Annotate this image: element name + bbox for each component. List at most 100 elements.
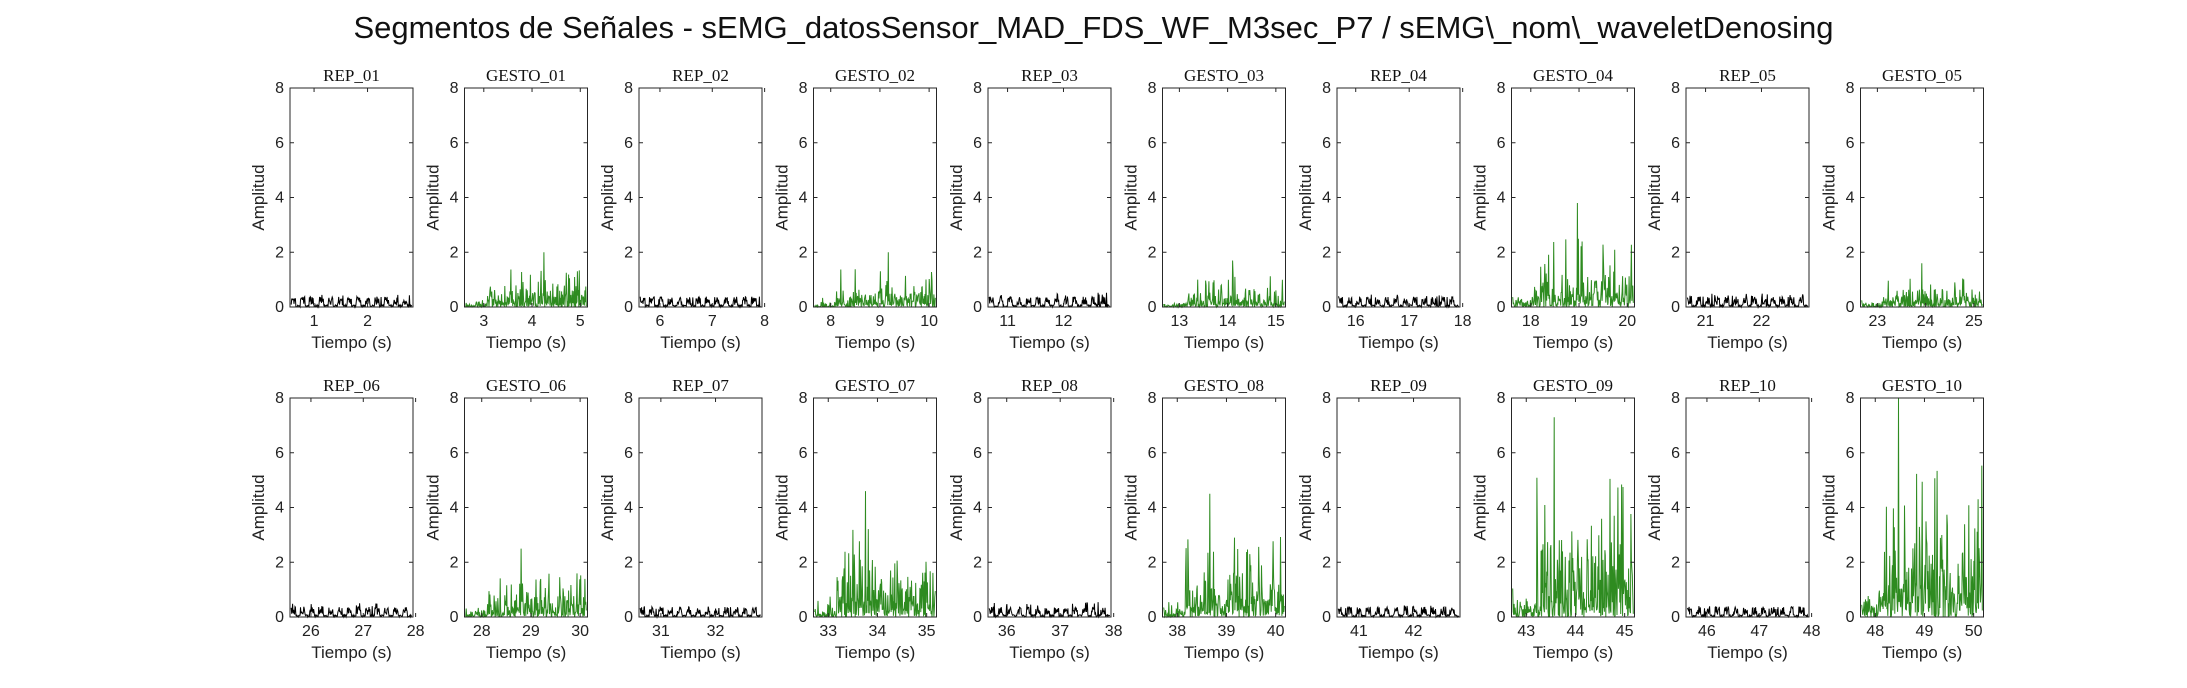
axes-box bbox=[638, 397, 763, 618]
x-tick-label: 35 bbox=[918, 623, 936, 640]
subplot-gesto-06: 0 2 4 6 8 28 29 30 GESTO_06 Tiempo (s) Amplitud bbox=[424, 376, 590, 662]
x-tick-label: 1 bbox=[310, 313, 319, 330]
y-axis-label: Amplitud bbox=[1820, 474, 1839, 540]
y-tick-label: 6 bbox=[973, 135, 982, 152]
y-tick-label: 4 bbox=[1846, 500, 1855, 517]
x-tick-label: 29 bbox=[522, 623, 540, 640]
subplot-rep-05: 0 2 4 6 8 21 22 REP_05 Tiempo (s) Amplitud bbox=[1645, 66, 1810, 352]
y-tick-label: 8 bbox=[799, 80, 808, 97]
axes-box bbox=[1511, 87, 1635, 308]
y-tick-label: 4 bbox=[799, 190, 808, 207]
y-tick-label: 8 bbox=[1322, 390, 1331, 407]
axes-box bbox=[813, 87, 937, 308]
axes-box bbox=[464, 397, 588, 618]
subplot-gesto-10: 0 2 4 6 8 48 49 50 GESTO_10 Tiempo (s) Amplitud bbox=[1820, 376, 1984, 662]
subplot-title: GESTO_09 bbox=[1533, 376, 1613, 395]
subplot-title: REP_07 bbox=[672, 376, 729, 395]
y-tick-label: 2 bbox=[624, 244, 633, 261]
y-tick-label: 8 bbox=[799, 390, 808, 407]
subplot-title: GESTO_08 bbox=[1184, 376, 1264, 395]
x-axis-label: Tiempo (s) bbox=[1184, 333, 1265, 352]
x-axis-label: Tiempo (s) bbox=[486, 333, 567, 352]
y-tick-label: 4 bbox=[1846, 190, 1855, 207]
y-tick-label: 6 bbox=[799, 445, 808, 462]
y-axis-label: Amplitud bbox=[1471, 474, 1490, 540]
y-tick-label: 6 bbox=[1671, 445, 1680, 462]
y-axis-label: Amplitud bbox=[424, 164, 443, 230]
y-tick-label: 0 bbox=[1497, 299, 1506, 316]
y-tick-label: 2 bbox=[1846, 244, 1855, 261]
y-tick-label: 2 bbox=[624, 554, 633, 571]
x-tick-label: 3 bbox=[479, 313, 488, 330]
axes-box bbox=[1162, 397, 1286, 618]
y-tick-label: 6 bbox=[1846, 135, 1855, 152]
subplot-rep-09: 0 2 4 6 8 41 42 REP_09 Tiempo (s) Amplitud bbox=[1296, 376, 1461, 662]
y-tick-label: 4 bbox=[973, 500, 982, 517]
y-tick-label: 2 bbox=[1148, 244, 1157, 261]
y-tick-label: 0 bbox=[1148, 299, 1157, 316]
x-tick-label: 33 bbox=[819, 623, 837, 640]
subplot-gesto-01: 0 2 4 6 8 3 4 5 GESTO_01 Tiempo (s) Amplitud bbox=[424, 66, 588, 352]
y-tick-label: 0 bbox=[799, 609, 808, 626]
y-tick-label: 6 bbox=[1497, 445, 1506, 462]
y-tick-label: 0 bbox=[275, 299, 284, 316]
signal-trace bbox=[465, 548, 587, 619]
subplot-gesto-09: 0 2 4 6 8 43 44 45 GESTO_09 Tiempo (s) Amplitud bbox=[1471, 376, 1635, 662]
subplot-rep-03: 0 2 4 6 8 11 12 REP_03 Tiempo (s) Amplitud bbox=[947, 66, 1112, 352]
y-tick-label: 0 bbox=[624, 299, 633, 316]
subplot-title: REP_08 bbox=[1021, 376, 1078, 395]
y-tick-label: 4 bbox=[450, 500, 459, 517]
y-tick-label: 6 bbox=[1322, 445, 1331, 462]
y-tick-label: 2 bbox=[1497, 244, 1506, 261]
subplot-rep-08: 0 2 4 6 8 36 37 38 REP_08 Tiempo (s) Amplitud bbox=[947, 376, 1123, 662]
axes-box bbox=[1336, 87, 1461, 308]
y-axis-label: Amplitud bbox=[1122, 164, 1141, 230]
signal-trace bbox=[1861, 397, 1983, 619]
y-tick-label: 0 bbox=[624, 609, 633, 626]
subplot-title: GESTO_01 bbox=[486, 66, 566, 85]
y-tick-label: 2 bbox=[1671, 554, 1680, 571]
y-tick-label: 8 bbox=[1497, 390, 1506, 407]
x-tick-label: 44 bbox=[1567, 623, 1585, 640]
signal-trace bbox=[290, 603, 412, 619]
y-axis-label: Amplitud bbox=[424, 474, 443, 540]
subplot-gesto-02: 0 2 4 6 8 8 9 10 GESTO_02 Tiempo (s) Amplitud bbox=[773, 66, 939, 352]
y-tick-label: 8 bbox=[624, 390, 633, 407]
signal-trace bbox=[639, 295, 761, 309]
axes-box bbox=[289, 397, 414, 618]
x-axis-label: Tiempo (s) bbox=[1707, 333, 1788, 352]
y-tick-label: 6 bbox=[1671, 135, 1680, 152]
x-tick-label: 47 bbox=[1750, 623, 1768, 640]
subplot-title: GESTO_05 bbox=[1882, 66, 1962, 85]
y-tick-label: 2 bbox=[1148, 554, 1157, 571]
y-tick-label: 6 bbox=[1497, 135, 1506, 152]
y-tick-label: 6 bbox=[275, 135, 284, 152]
x-axis-label: Tiempo (s) bbox=[311, 333, 392, 352]
x-axis-label: Tiempo (s) bbox=[1358, 643, 1439, 662]
y-axis-label: Amplitud bbox=[1296, 164, 1315, 230]
y-tick-label: 8 bbox=[275, 390, 284, 407]
signal-trace bbox=[465, 252, 587, 309]
x-tick-label: 20 bbox=[1618, 313, 1636, 330]
y-tick-label: 4 bbox=[1322, 190, 1331, 207]
x-tick-label: 18 bbox=[1454, 313, 1472, 330]
x-tick-label: 27 bbox=[354, 623, 372, 640]
x-tick-label: 12 bbox=[1055, 313, 1073, 330]
x-tick-label: 49 bbox=[1916, 623, 1934, 640]
x-tick-label: 43 bbox=[1517, 623, 1535, 640]
y-axis-label: Amplitud bbox=[1122, 474, 1141, 540]
axes-box bbox=[464, 87, 588, 308]
y-tick-label: 0 bbox=[1497, 609, 1506, 626]
x-tick-label: 17 bbox=[1400, 313, 1418, 330]
y-tick-label: 6 bbox=[275, 445, 284, 462]
x-tick-label: 50 bbox=[1965, 623, 1983, 640]
x-tick-label: 11 bbox=[999, 313, 1016, 330]
x-tick-label: 8 bbox=[760, 313, 769, 330]
x-axis-label: Tiempo (s) bbox=[1882, 333, 1963, 352]
x-tick-label: 40 bbox=[1267, 623, 1285, 640]
y-tick-label: 0 bbox=[1846, 609, 1855, 626]
y-tick-label: 6 bbox=[450, 445, 459, 462]
x-axis-label: Tiempo (s) bbox=[311, 643, 392, 662]
